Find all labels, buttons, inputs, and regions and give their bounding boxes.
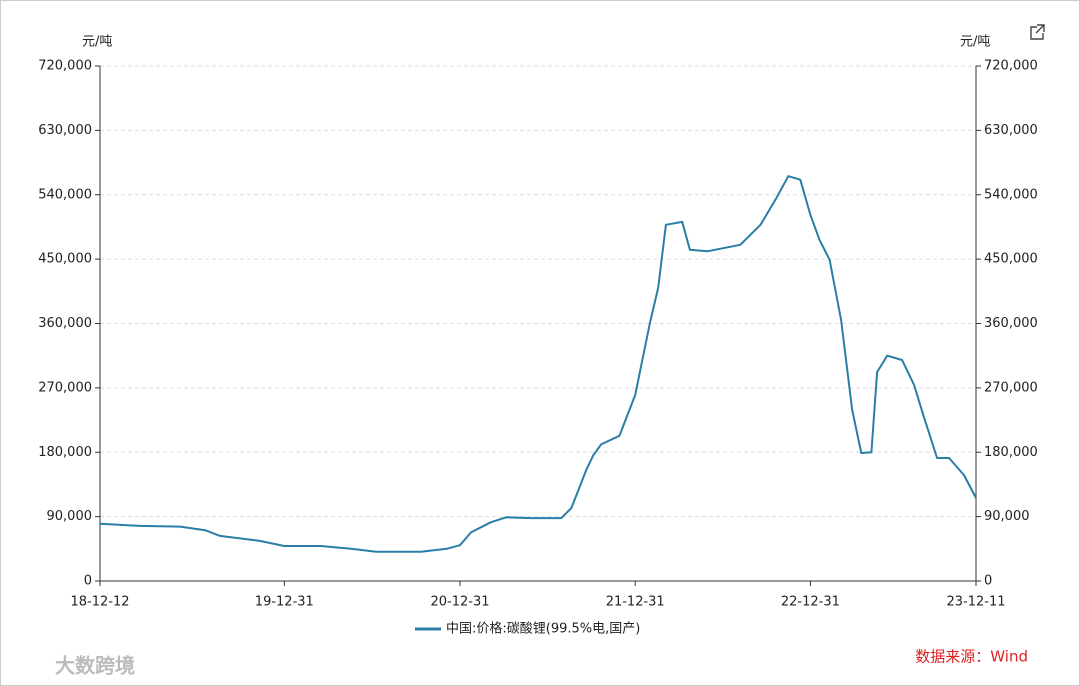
y-tick-label: 180,000: [38, 445, 92, 460]
y-tick-label: 540,000: [38, 187, 92, 202]
y-axis-unit: 元/吨: [82, 35, 112, 50]
x-tick-label: 23-12-11: [946, 595, 1005, 610]
y-tick-label: 90,000: [47, 509, 93, 524]
legend-label: 中国:价格:碳酸锂(99.5%电,国产): [446, 621, 640, 637]
y2-tick-label: 360,000: [984, 316, 1038, 331]
expand-icon[interactable]: [1030, 24, 1045, 40]
y2-tick-label: 540,000: [984, 187, 1038, 202]
x-tick-label: 19-12-31: [255, 595, 314, 610]
x-tick-label: 22-12-31: [781, 595, 840, 610]
y-tick-label: 270,000: [38, 380, 92, 395]
y2-tick-label: 180,000: [984, 445, 1038, 460]
y-tick-label: 450,000: [38, 252, 92, 267]
y2-tick-label: 0: [984, 574, 992, 589]
y-tick-label: 630,000: [38, 123, 92, 138]
x-tick-label: 21-12-31: [606, 595, 665, 610]
x-tick-label: 18-12-12: [70, 595, 129, 610]
x-tick-label: 20-12-31: [430, 595, 489, 610]
series-line: [99, 175, 977, 553]
y2-tick-label: 270,000: [984, 380, 1038, 395]
y-tick-label: 720,000: [38, 59, 92, 74]
watermark: 大数跨境: [55, 654, 135, 678]
y2-tick-label: 630,000: [984, 123, 1038, 138]
source: 数据来源：Wind: [915, 648, 1028, 666]
y2-tick-label: 720,000: [984, 59, 1038, 74]
y-tick-label: 360,000: [38, 316, 92, 331]
y2-tick-label: 450,000: [984, 252, 1038, 267]
y-tick-label: 0: [84, 574, 92, 589]
y2-axis-unit: 元/吨: [960, 35, 990, 50]
y2-tick-label: 90,000: [984, 509, 1030, 524]
